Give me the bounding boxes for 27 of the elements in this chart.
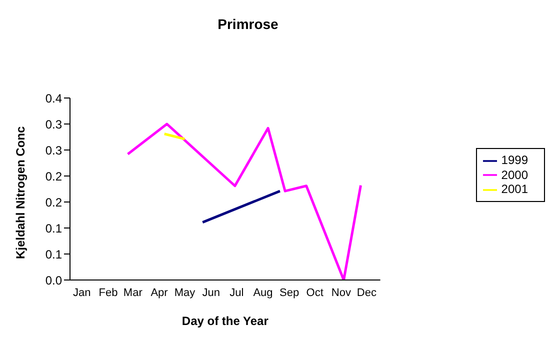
y-tick-label: 0.1 <box>45 221 62 236</box>
x-tick-label: Oct <box>306 286 324 299</box>
x-axis-title: Day of the Year <box>182 314 269 328</box>
x-tick-label: Aug <box>253 286 273 299</box>
y-tick-label: 0.3 <box>45 143 62 158</box>
x-tick-label: Sep <box>280 286 300 299</box>
chart-title: Primrose <box>216 16 280 32</box>
legend-label: 2000 <box>501 168 528 182</box>
line-series <box>126 122 362 280</box>
x-tick-label: Apr <box>150 286 168 299</box>
legend-label: 2001 <box>501 182 528 196</box>
y-tick-label: 0.4 <box>45 91 62 106</box>
x-tick-label: Feb <box>98 286 118 299</box>
y-tick-label: 0.2 <box>45 195 62 210</box>
x-tick-label: Nov <box>331 286 352 299</box>
y-tick-label: 0.0 <box>45 273 62 288</box>
x-tick-label: Jan <box>73 286 91 299</box>
legend-label: 1999 <box>501 152 528 167</box>
x-tick-label: Mar <box>123 286 143 299</box>
x-tick-label: Jun <box>202 286 220 299</box>
y-axis-title: Kjeldahl Nitrogen Conc <box>13 126 28 259</box>
y-tick-label: 0.3 <box>45 117 62 132</box>
x-tick-label: Jul <box>230 286 244 299</box>
y-tick-label: 0.1 <box>45 247 62 262</box>
x-tick-label: Dec <box>356 286 377 299</box>
x-tick-label: May <box>174 286 196 299</box>
y-tick-label: 0.2 <box>45 169 62 184</box>
